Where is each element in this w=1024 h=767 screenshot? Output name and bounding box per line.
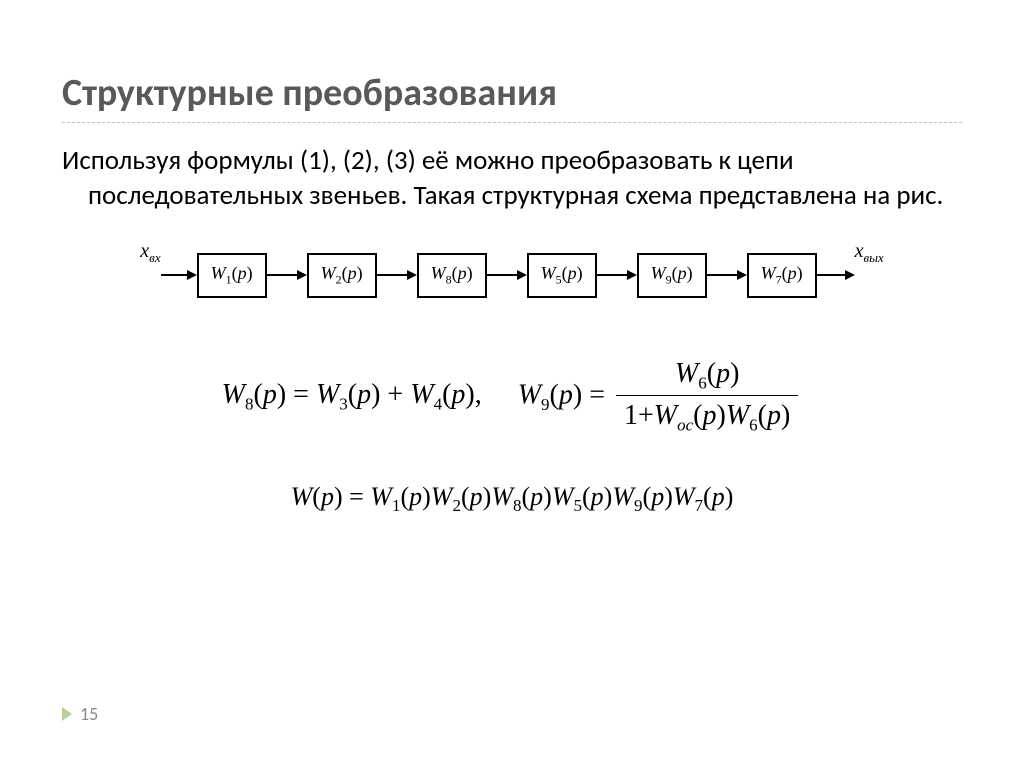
transfer-block: W5(p): [527, 253, 597, 298]
title-underline: [62, 122, 962, 123]
arrow-icon: [161, 270, 197, 280]
arrow-icon: [707, 270, 747, 280]
formula-w9: W9(p) = W6(p) 1+Wос(p)W6(p): [518, 358, 803, 436]
page-number: 15: [80, 703, 98, 725]
slide-title: Структурные преобразования: [62, 70, 962, 116]
arrow-icon: [597, 270, 637, 280]
formula-w: W(p) = W1(p)W2(p)W8(p)W5(p)W9(p)W7(p): [291, 482, 734, 516]
slide-footer: 15: [62, 703, 98, 725]
transfer-block: W9(p): [637, 253, 707, 298]
body-text: Используя формулы (1), (2), (3) её можно…: [88, 143, 962, 213]
slide: Структурные преобразования Используя фор…: [0, 0, 1024, 767]
block-diagram: xвхW1(p)W2(p)W8(p)W5(p)W9(p)W7(p)xвых: [62, 253, 962, 298]
transfer-block: W1(p): [197, 253, 267, 298]
formula-row-2: W(p) = W1(p)W2(p)W8(p)W5(p)W9(p)W7(p): [62, 482, 962, 516]
chevron-icon: [62, 707, 72, 721]
transfer-block: W2(p): [307, 253, 377, 298]
arrow-icon: [377, 270, 417, 280]
transfer-block: W8(p): [417, 253, 487, 298]
input-label: xвх: [140, 240, 160, 266]
arrow-icon: [817, 270, 855, 280]
arrow-icon: [267, 270, 307, 280]
output-label: xвых: [855, 240, 884, 266]
formula-row-1: W8(p) = W3(p) + W4(p), W9(p) = W6(p) 1+W…: [62, 358, 962, 436]
arrow-icon: [487, 270, 527, 280]
transfer-block: W7(p): [747, 253, 817, 298]
formula-w8: W8(p) = W3(p) + W4(p),: [222, 379, 482, 415]
